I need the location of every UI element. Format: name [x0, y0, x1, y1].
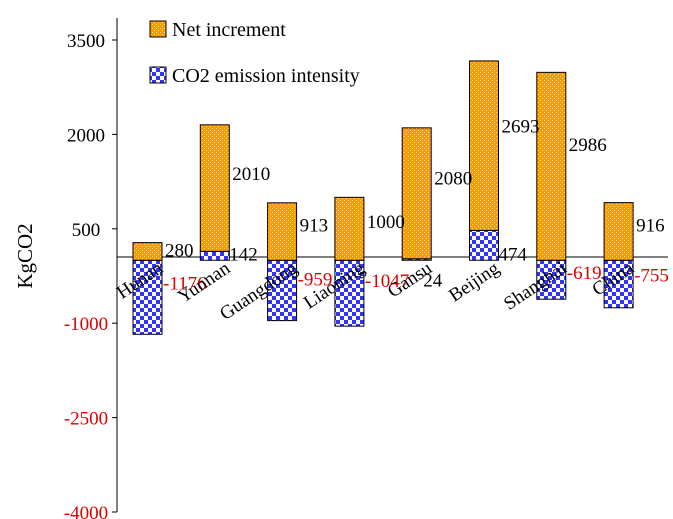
bar-net-increment-yunnan: [199, 124, 230, 252]
value-label-co2-intensity-china: -755: [634, 266, 669, 287]
value-label-net-increment-shanghai: 2986: [569, 135, 607, 156]
value-label-net-increment-gansu: 2080: [434, 169, 472, 190]
legend-label-co2-emission-intensity: CO2 emission intensity: [172, 65, 360, 87]
y-tick-label: -2500: [64, 409, 108, 430]
bar-co2-intensity-hunan: [132, 259, 163, 335]
value-label-net-increment-china: 916: [636, 216, 665, 237]
bars: [132, 60, 634, 335]
bar-co2-intensity-shanghai: [536, 259, 567, 300]
bar-co2-intensity-beijing: [469, 229, 499, 261]
bar-net-increment-hunan: [132, 242, 163, 261]
legend-label-net-increment: Net increment: [172, 19, 286, 41]
bar-net-increment-shanghai: [536, 71, 567, 261]
value-label-co2-intensity-beijing: 474: [499, 244, 528, 265]
value-label-net-increment-beijing: 2693: [502, 116, 540, 137]
bar-net-increment-guangdong: [267, 202, 298, 261]
bar-net-increment-liaoning: [334, 196, 365, 261]
y-ticks: 3500 2000 500 -1000 -2500 -4000: [64, 31, 117, 519]
value-label-net-increment-yunnan: 2010: [232, 164, 270, 185]
value-labels: 280 -1176 2010 142 913 -959 1000 -1047 2080 24 269…: [163, 116, 669, 294]
category-label-gansu: Gansu: [384, 257, 436, 302]
bar-co2-intensity-china: [603, 259, 634, 309]
value-label-net-increment-hunan: 280: [165, 240, 194, 261]
y-tick-label: -4000: [64, 503, 108, 519]
value-label-co2-intensity-liaoning: -1047: [365, 271, 409, 292]
value-label-co2-intensity-shanghai: -619: [567, 263, 602, 284]
bar-co2-intensity-yunnan: [199, 250, 230, 261]
bar-co2-intensity-liaoning: [334, 259, 365, 327]
y-tick-label: -1000: [64, 314, 108, 335]
y-tick-label: 500: [72, 220, 101, 241]
y-tick-label: 3500: [67, 31, 105, 52]
bar-net-increment-beijing: [469, 60, 499, 231]
value-label-co2-intensity-gansu: 24: [423, 270, 443, 291]
y-tick-label: 2000: [67, 125, 105, 146]
legend-swatch-co2-emission-intensity: [149, 66, 167, 84]
bar-net-increment-gansu: [401, 127, 432, 260]
legend: Net increment CO2 emission intensity: [149, 19, 360, 87]
value-label-net-increment-guangdong: 913: [300, 216, 329, 237]
value-label-co2-intensity-guangdong: -959: [298, 269, 333, 290]
bar-net-increment-china: [603, 202, 634, 261]
category-label-beijing: Beijing: [445, 257, 504, 306]
value-label-co2-intensity-yunnan: 142: [229, 244, 257, 265]
bar-co2-intensity-guangdong: [267, 259, 298, 322]
value-label-co2-intensity-hunan: -1176: [163, 273, 207, 294]
legend-swatch-net-increment: [149, 20, 167, 38]
y-axis-title: KgCO2: [13, 223, 37, 288]
value-label-net-increment-liaoning: 1000: [367, 212, 405, 233]
